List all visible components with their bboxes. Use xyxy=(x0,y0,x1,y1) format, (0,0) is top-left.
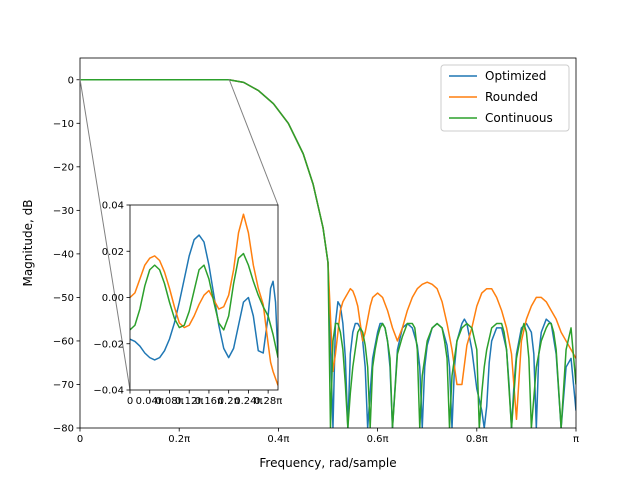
main-plot-area xyxy=(80,79,576,428)
inset-x-tick-label: 0.12π xyxy=(175,396,203,407)
inset-series-optimized xyxy=(130,234,278,361)
inset-y-tick-label: 0.04 xyxy=(102,201,124,212)
main-x-tick-label: 0.8π xyxy=(466,434,488,445)
main-series-rounded xyxy=(80,79,576,421)
legend-frame xyxy=(440,64,570,132)
main-axes: 0 0.2π 0.4π 0.6π 0.8π π 0 −10 −20 −30 −40 −50 −60 −7… xyxy=(21,57,579,470)
main-x-tick-label: 0.6π xyxy=(367,434,389,445)
main-x-ticks: 0 0.2π 0.4π 0.6π 0.8π π xyxy=(77,428,579,445)
inset-x-tick-label: 0.04π xyxy=(136,396,164,407)
inset-y-tick-label: −0.02 xyxy=(93,339,124,350)
main-y-tick-label: −20 xyxy=(53,162,74,173)
inset-plot-area xyxy=(130,213,278,386)
inset-x-tick-label: 0.16π xyxy=(195,396,223,407)
main-x-tick-label: π xyxy=(573,434,579,445)
x-axis-label: Frequency, rad/sample xyxy=(259,456,396,470)
main-y-tick-label: −40 xyxy=(53,249,74,260)
main-x-tick-label: 0.4π xyxy=(267,434,289,445)
inset-x-tick-label: 0.28π xyxy=(254,396,282,407)
main-y-tick-label: −10 xyxy=(53,119,74,130)
main-series-optimized xyxy=(80,79,576,428)
main-y-tick-label: −50 xyxy=(53,293,74,304)
inset-series-continuous xyxy=(130,252,278,358)
main-series-continuous xyxy=(80,79,576,428)
y-axis-label: Magnitude, dB xyxy=(21,199,35,286)
main-y-tick-label: −70 xyxy=(53,380,74,391)
inset-y-tick-label: −0.04 xyxy=(93,386,124,397)
inset-background xyxy=(130,205,278,390)
inset-x-tick-label: 0 xyxy=(127,396,133,407)
main-y-tick-label: −30 xyxy=(53,206,74,217)
legend: Optimized Rounded Continuous xyxy=(440,64,570,132)
zoom-connector-left xyxy=(79,78,131,391)
main-y-ticks: 0 −10 −20 −30 −40 −50 −60 −70 −80 xyxy=(53,75,80,435)
main-y-tick-label: 0 xyxy=(68,75,74,86)
inset-y-tick-label: 0.02 xyxy=(102,247,124,258)
inset-y-tick-label: 0.00 xyxy=(102,293,124,304)
inset-series-rounded xyxy=(130,213,278,386)
main-y-tick-label: −80 xyxy=(53,424,74,435)
main-x-tick-label: 0 xyxy=(77,434,83,445)
legend-label-rounded: Rounded xyxy=(485,90,538,104)
legend-label-continuous: Continuous xyxy=(485,111,553,125)
legend-label-optimized: Optimized xyxy=(485,69,546,83)
main-y-tick-label: −60 xyxy=(53,337,74,348)
inset-x-tick-label: 0.08π xyxy=(155,396,183,407)
inset-x-tick-label: 0.2π xyxy=(218,396,240,407)
zoom-connector-right xyxy=(228,78,279,206)
inset-y-ticks: 0.04 0.02 0.00 −0.02 −0.04 xyxy=(93,201,130,397)
inset-x-tick-label: 0.24π xyxy=(234,396,262,407)
main-axes-frame xyxy=(79,57,577,429)
main-x-tick-label: 0.2π xyxy=(168,434,190,445)
